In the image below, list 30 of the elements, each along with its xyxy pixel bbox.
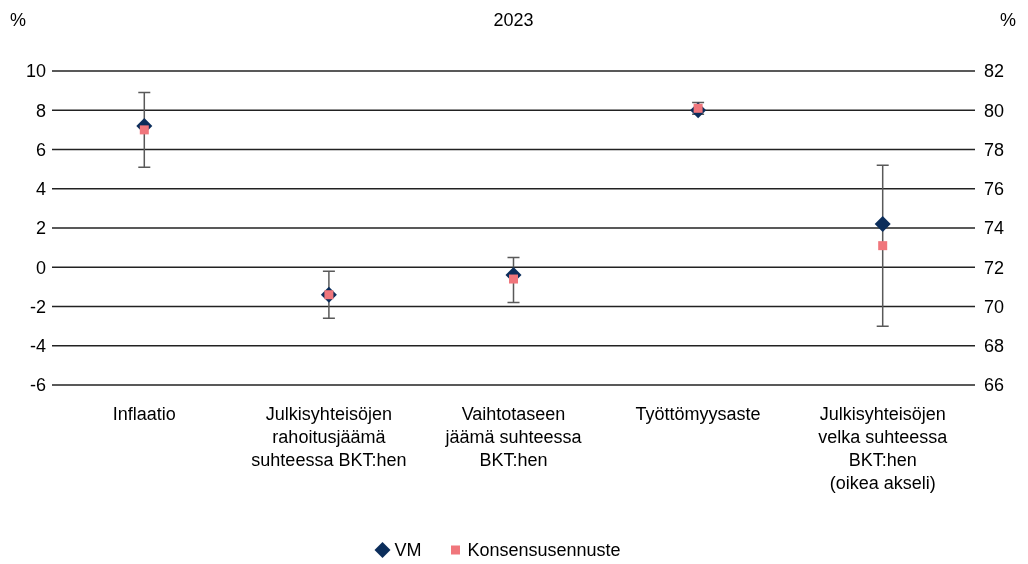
y2-tick-label: 82 [984, 61, 1005, 82]
y-tick-label: 4 [35, 179, 46, 200]
point [509, 274, 518, 284]
legend-label: Konsensusennuste [467, 540, 621, 561]
y-tick-label: 0 [35, 257, 46, 278]
x-tick-label: Inflaatio [112, 404, 176, 424]
y2-tick-label: 78 [984, 139, 1005, 160]
point [139, 125, 149, 135]
y2-tick-label: 74 [984, 218, 1005, 239]
y-tick-label: 8 [35, 100, 46, 121]
y-tick-label: -2 [29, 296, 46, 317]
y2-tick-label: 66 [984, 375, 1005, 396]
x-tick-label: Työttömyysaste [635, 404, 761, 424]
y2-tick-label: 80 [984, 100, 1005, 121]
x-tick-label: Vaihtotaseen jäämä suhteessa BKT:hen [444, 404, 583, 470]
y-tick-label: -6 [29, 375, 46, 396]
x-tick-label: Julkisyhteisöjen velka suhteessa BKT:hen (oikea akseli) [818, 404, 949, 493]
y-tick-label: -4 [29, 336, 46, 357]
y2-tick-label: 72 [984, 257, 1005, 278]
legend-label: VM [394, 540, 422, 561]
y2-tick-label: 70 [984, 296, 1005, 317]
y2-tick-label: 68 [984, 336, 1005, 357]
y-tick-label: 2 [35, 218, 46, 239]
y-axis-title: % [9, 10, 27, 30]
x-tick-label: Julkisyhteisöjen rahoitusjäämä suhteessa BKT:hen [251, 404, 407, 470]
y2-tick-label: 76 [984, 179, 1005, 200]
y2-axis-title: % [999, 10, 1017, 30]
y-tick-label: 10 [25, 61, 46, 82]
y-tick-label: 6 [35, 139, 46, 160]
chart-title: 2023 [493, 10, 534, 30]
